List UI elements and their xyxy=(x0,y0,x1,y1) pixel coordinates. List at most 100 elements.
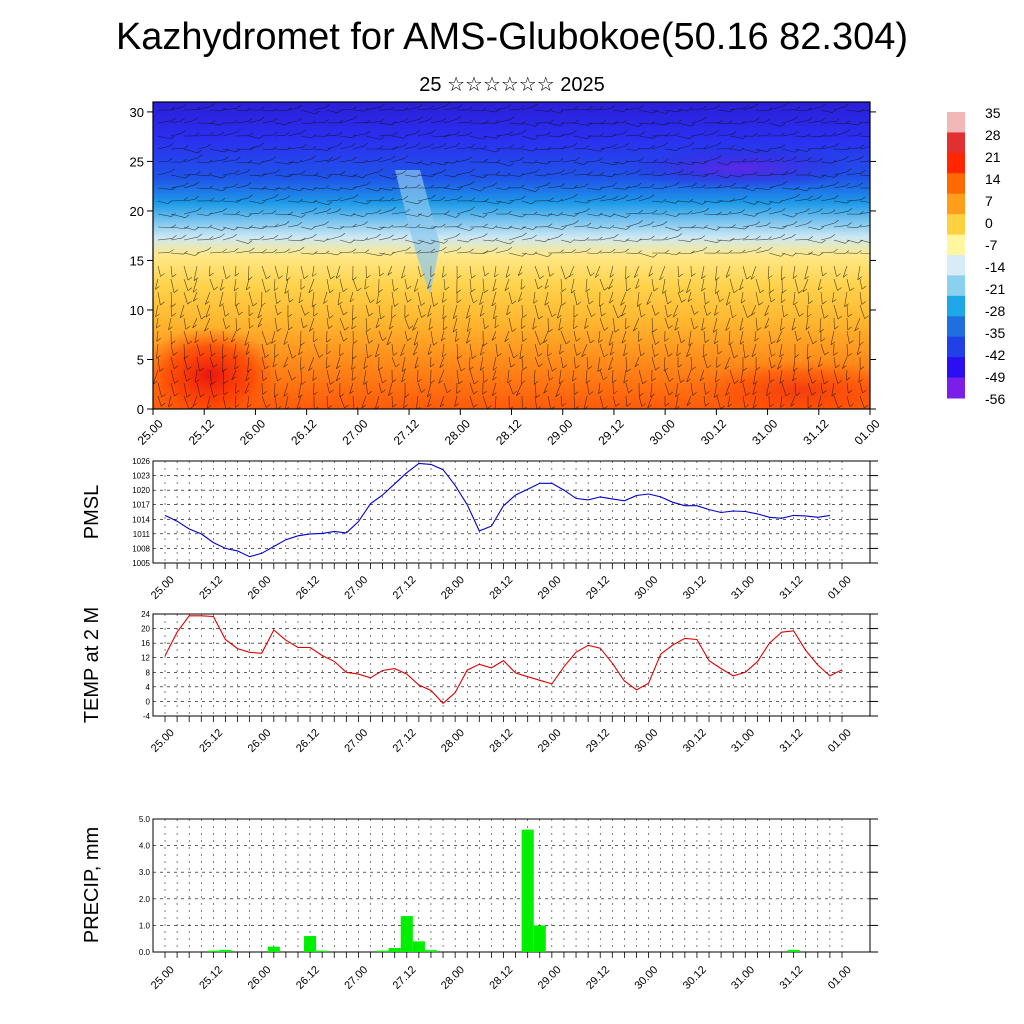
wind-barb xyxy=(157,291,161,306)
wind-barb xyxy=(534,382,537,398)
wind-barb xyxy=(391,121,404,124)
wind-barb-flag xyxy=(469,248,474,253)
wind-barb-flag xyxy=(792,169,797,174)
wind-barb-flag xyxy=(822,272,827,277)
y-tick-label: 15 xyxy=(130,253,144,268)
wind-barb-flag xyxy=(650,194,655,198)
wind-barb-flag xyxy=(455,214,460,218)
wind-barb xyxy=(401,369,406,383)
wind-barb-flag xyxy=(460,367,466,372)
wind-barb-flag xyxy=(455,233,461,237)
wind-barb xyxy=(794,252,809,255)
colorbar-label: -56 xyxy=(985,391,1005,407)
wind-barb-flag xyxy=(834,219,839,224)
x-tick-label: 27.00 xyxy=(342,727,370,755)
wind-barb xyxy=(599,236,615,241)
wind-barb-flag xyxy=(808,367,813,372)
wind-barb xyxy=(586,148,601,152)
wind-barb xyxy=(365,252,381,257)
wind-barb-flag xyxy=(861,285,867,290)
wind-barb-flag xyxy=(172,235,177,239)
wind-barb xyxy=(352,184,367,189)
wind-barb xyxy=(427,395,432,408)
wind-barb-flag xyxy=(805,208,810,212)
wind-barb-flag xyxy=(546,131,551,136)
wind-barb xyxy=(428,317,432,330)
precip-bar xyxy=(787,949,800,952)
wind-barb-flag xyxy=(432,225,437,230)
wind-barb xyxy=(725,317,731,331)
wind-barb xyxy=(196,174,208,177)
chart-title: Kazhydromet for AMS-Glubokoe(50.16 82.30… xyxy=(115,16,909,58)
wind-barb xyxy=(222,330,225,342)
wind-barb-flag xyxy=(315,110,320,115)
wind-barb-flag xyxy=(557,314,562,319)
wind-barb xyxy=(261,172,276,176)
wind-barb-flag xyxy=(471,275,476,279)
wind-barb xyxy=(209,278,215,290)
wind-barb-flag xyxy=(509,144,514,149)
wind-barb-flag xyxy=(701,184,707,188)
wind-barb-flag xyxy=(586,248,591,252)
wind-barb xyxy=(755,160,768,163)
wind-barb xyxy=(598,382,601,394)
wind-barb xyxy=(364,278,367,290)
wind-barb-flag xyxy=(808,300,813,304)
x-tick-label: 30.00 xyxy=(647,416,678,447)
wind-barb xyxy=(558,369,562,384)
wind-barb xyxy=(609,291,614,304)
wind-barb xyxy=(170,237,183,241)
x-tick-label: 28.12 xyxy=(493,416,524,447)
wind-barb xyxy=(326,278,330,293)
wind-barb xyxy=(378,304,381,319)
wind-barb xyxy=(833,122,846,125)
wind-barb xyxy=(365,343,368,358)
wind-barb xyxy=(326,173,342,176)
wind-barb xyxy=(728,330,731,345)
wind-barb-flag xyxy=(417,200,422,205)
wind-barb-flag xyxy=(442,299,447,303)
wind-barb xyxy=(794,211,806,215)
wind-barb xyxy=(608,356,614,371)
wind-barb-flag xyxy=(588,300,594,305)
wind-barb-flag xyxy=(701,287,706,292)
wind-barb-flag xyxy=(366,119,371,123)
wind-barb xyxy=(807,147,822,150)
wind-barb-flag xyxy=(365,130,371,135)
wind-barb-flag xyxy=(516,392,521,396)
wind-barb xyxy=(351,356,354,370)
x-tick-label: 31.12 xyxy=(778,574,806,602)
x-tick-label: 25.00 xyxy=(149,964,177,992)
wind-barb-flag xyxy=(744,404,750,408)
wind-barb-flag xyxy=(388,392,393,396)
x-tick-label: 26.00 xyxy=(246,964,274,992)
wind-barb xyxy=(573,174,589,176)
wind-barb xyxy=(313,239,325,242)
wind-barb-flag xyxy=(456,390,461,394)
wind-barb-flag xyxy=(170,168,175,172)
wind-barb-flag xyxy=(283,393,289,397)
wind-barb xyxy=(793,291,796,306)
wind-barb xyxy=(534,109,549,112)
wind-barb-flag xyxy=(245,286,251,291)
wind-barb xyxy=(612,369,614,383)
wind-barb xyxy=(690,382,693,396)
wind-barb-flag xyxy=(470,197,476,202)
wind-barb-flag xyxy=(704,207,710,212)
wind-barb xyxy=(585,278,588,292)
wind-barb xyxy=(312,265,315,277)
wind-barb xyxy=(204,317,211,332)
y-tick-label: 8 xyxy=(146,668,151,677)
wind-barb xyxy=(287,239,302,242)
x-tick-label: 30.12 xyxy=(681,727,709,755)
wind-barb-flag xyxy=(366,275,371,279)
wind-barb-flag xyxy=(794,130,799,135)
wind-barb xyxy=(443,107,459,111)
wind-barb-flag xyxy=(298,394,303,398)
wind-barb xyxy=(361,395,367,409)
wind-barb xyxy=(638,135,654,139)
wind-barb-flag xyxy=(570,289,576,294)
wind-barbs xyxy=(153,103,870,409)
x-tick-label: 31.00 xyxy=(729,727,757,755)
